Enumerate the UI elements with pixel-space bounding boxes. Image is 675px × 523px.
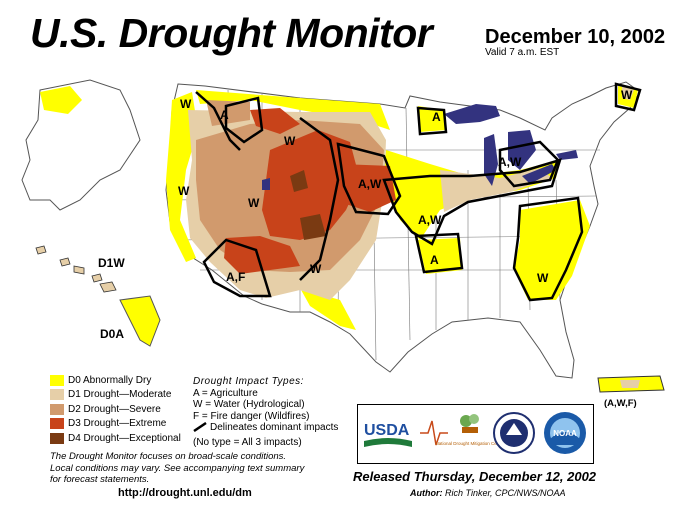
legend-swatch-d1	[50, 389, 64, 401]
d0-northern-tier	[196, 90, 390, 130]
legend-item-d2: D2 Drought—Severe	[50, 402, 181, 417]
d1-midwest	[440, 168, 552, 212]
d0-minnesota	[418, 106, 446, 132]
usda-logo: USDA	[364, 422, 412, 447]
label-aw-mi: A,W	[498, 155, 522, 169]
partner-logos: USDA National Drought Mitigation Center …	[357, 404, 594, 464]
lake-huron	[508, 130, 536, 170]
legend-item-d3: D3 Drought—Extreme	[50, 417, 181, 432]
d2-montana	[206, 100, 250, 126]
label-a-ar: A	[430, 253, 439, 267]
d0-southeast	[514, 200, 590, 300]
legend-item-d1: D1 Drought—Moderate	[50, 388, 181, 403]
hawaii	[35, 245, 117, 293]
label-w-ca: W	[178, 184, 190, 198]
usace-seal	[493, 412, 535, 454]
d3-wyoming-colorado	[262, 130, 360, 240]
map-date: December 10, 2002	[485, 26, 666, 48]
author-line: Author: Rich Tinker, CPC/NWS/NOAA	[410, 488, 565, 498]
alaska-d0	[40, 86, 82, 114]
label-alaska-d0a: D0A	[100, 327, 125, 341]
legend-item-d4: D4 Drought—Exceptional	[50, 431, 181, 446]
d0-texas-edge	[300, 288, 356, 330]
delineation-line-icon	[193, 422, 207, 433]
lake-superior	[444, 104, 500, 124]
legend-swatch-d0	[50, 374, 64, 386]
focus-note: The Drought Monitor focuses on broad-sca…	[50, 451, 350, 486]
focus-line-3: for forecast statements.	[50, 474, 150, 485]
d1-maine	[622, 86, 634, 100]
d0-arkansas	[418, 238, 462, 274]
great-salt-lake	[262, 178, 270, 190]
label-aw-mo: A,W	[418, 213, 442, 227]
impact-heading: Drought Impact Types:	[193, 376, 304, 387]
legend-label-d3: D3 Drought—Extreme	[68, 418, 167, 430]
alaska	[21, 79, 161, 347]
impact-a: A = Agriculture	[193, 387, 258, 399]
usda-text: USDA	[364, 422, 410, 439]
legend-swatch-d2	[50, 403, 64, 415]
legend-swatch-d4	[50, 432, 64, 444]
impact-delineates-row: Delineates dominant impacts	[193, 422, 338, 434]
author-label: Author:	[410, 488, 443, 498]
valid-time: Valid 7 a.m. EST	[485, 47, 560, 58]
legend: D0 Abnormally Dry D1 Drought—Moderate D2…	[50, 373, 181, 446]
author-name: Rich Tinker, CPC/NWS/NOAA	[445, 488, 566, 498]
alaska-d0-se	[119, 295, 161, 347]
impact-f: F = Fire danger (Wildfires)	[193, 410, 310, 422]
impact-types: Drought Impact Types: A = Agriculture W …	[193, 376, 338, 448]
impact-boundaries	[195, 82, 642, 302]
alaska-land	[21, 79, 141, 211]
impact-w: W = Water (Hydrological)	[193, 399, 305, 410]
label-aw-ne: A,W	[358, 177, 382, 191]
released-date: Released Thursday, December 12, 2002	[353, 469, 597, 484]
logo-strip: USDA National Drought Mitigation Center …	[364, 412, 586, 454]
puerto-rico-d1	[620, 380, 640, 388]
map-title: U.S. Drought Monitor	[30, 10, 433, 56]
noaa-logo: NOAA	[544, 412, 586, 454]
legend-label-d4: D4 Drought—Exceptional	[68, 432, 181, 444]
label-w-ga: W	[537, 271, 549, 285]
impact-delineates: Delineates dominant impacts	[210, 422, 339, 433]
impact-none: (No type = All 3 impacts)	[193, 436, 302, 448]
label-hawaii-d1w: D1W	[98, 256, 125, 270]
d4-colorado	[300, 214, 326, 240]
label-w-ut: W	[248, 196, 260, 210]
ndmc-text: National Drought Mitigation Center	[435, 441, 505, 446]
label-w-nd: W	[284, 134, 296, 148]
ndmc-logo: National Drought Mitigation Center	[420, 414, 505, 446]
label-w-nw: W	[180, 97, 192, 111]
legend-swatch-d3	[50, 418, 64, 430]
label-w-me: W	[621, 88, 633, 102]
source-url[interactable]: http://drought.unl.edu/dm	[118, 487, 252, 499]
noaa-text: NOAA	[553, 429, 577, 438]
legend-label-d1: D1 Drought—Moderate	[68, 389, 172, 401]
lake-ontario	[556, 150, 578, 160]
label-a-mn: A	[432, 110, 441, 124]
label-af-az: A,F	[226, 270, 246, 284]
label-a-mt: A	[220, 108, 229, 122]
lake-erie	[522, 164, 556, 184]
legend-label-d2: D2 Drought—Severe	[68, 403, 161, 415]
d4-areas	[290, 170, 326, 240]
focus-line-2: Local conditions may vary. See accompany…	[50, 462, 305, 474]
focus-line-1: The Drought Monitor focuses on broad-sca…	[50, 451, 287, 462]
legend-label-d0: D0 Abnormally Dry	[68, 374, 152, 386]
legend-item-d0: D0 Abnormally Dry	[50, 373, 181, 388]
label-w-tx: W	[310, 262, 322, 276]
label-puerto-rico: (A,W,F)	[604, 398, 637, 409]
d4-wyoming	[290, 170, 308, 192]
d3-nebraska	[340, 164, 396, 212]
